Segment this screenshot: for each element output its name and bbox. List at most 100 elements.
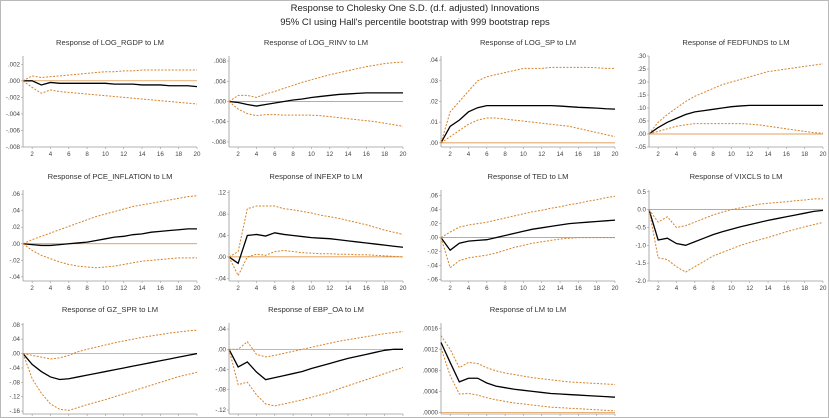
x-tick-label: 4 — [675, 151, 679, 158]
y-tick-label: .04 — [11, 336, 20, 343]
y-tick-label: .008 — [214, 58, 227, 65]
x-tick-label: 6 — [485, 285, 489, 292]
irf-panel-6: Response of INFEXP to LM -.04 .00 .04 .08 .12… — [215, 172, 407, 292]
irf-panel-9: Response of GZ_SPR to LM -.16 -.12 -.08 -.04… — [9, 305, 198, 416]
y-tick-label: -.08 — [9, 379, 20, 386]
y-tick-label: .08 — [217, 211, 226, 218]
ci-upper-line — [229, 331, 404, 358]
x-tick-label: 10 — [728, 285, 735, 292]
y-tick-label: -.006 — [6, 127, 21, 134]
y-tick-label: .00 — [11, 241, 20, 248]
y-tick-label: .03 — [429, 78, 438, 85]
irf-panel-7: Response of TED to LM -.06 -.04 -.02 .00 .02.… — [427, 172, 619, 292]
x-tick-label: 12 — [538, 285, 545, 292]
response-line — [440, 342, 616, 398]
x-tick-label: 2 — [236, 151, 240, 158]
x-tick-label: 16 — [783, 151, 790, 158]
x-tick-label: 10 — [520, 285, 527, 292]
x-tick-label: 16 — [575, 285, 582, 292]
y-tick-label: .04 — [217, 326, 226, 333]
x-tick-label: 14 — [765, 285, 772, 292]
x-tick-label: 8 — [85, 285, 89, 292]
x-tick-label: 14 — [765, 151, 772, 158]
response-line — [440, 219, 616, 252]
y-tick-label: -.002 — [6, 94, 21, 101]
ci-lower-line — [228, 349, 404, 407]
response-line — [648, 104, 823, 135]
y-tick-label: -.04 — [215, 275, 226, 282]
x-tick-label: 4 — [49, 285, 53, 292]
panel-title: Response of EBP_OA to LM — [268, 305, 364, 314]
y-tick-label: .02 — [11, 224, 20, 231]
x-tick-label: 16 — [783, 285, 790, 292]
x-tick-label: 18 — [381, 151, 388, 158]
panel-title: Response of LOG_RINV to LM — [264, 38, 368, 47]
x-tick-label: 2 — [30, 285, 34, 292]
ci-lower-line — [22, 243, 197, 269]
x-tick-label: 14 — [557, 151, 564, 158]
x-tick-label: 10 — [102, 151, 109, 158]
x-tick-label: 20 — [612, 285, 619, 292]
response-line — [228, 92, 403, 107]
ci-upper-line — [440, 335, 616, 386]
x-tick-label: 12 — [120, 151, 127, 158]
irf-panel-3: Response of LOG_SP to LM .00 .01 .02 .03 .04 2… — [429, 38, 619, 158]
x-tick-label: 8 — [291, 285, 295, 292]
panel-title: Response of GZ_SPR to LM — [62, 305, 158, 314]
irf-panel-10: Response of EBP_OA to LM -.12 -.08 -.04 .00.… — [215, 305, 404, 416]
y-tick-label: .10 — [637, 105, 646, 112]
y-tick-label: .20 — [637, 79, 646, 86]
panel-title: Response of LOG_RGDP to LM — [56, 38, 164, 47]
x-tick-label: 14 — [139, 285, 146, 292]
y-tick-label: -.12 — [215, 407, 226, 414]
x-tick-label: 6 — [273, 285, 277, 292]
x-tick-label: 6 — [67, 285, 71, 292]
x-tick-label: 4 — [255, 285, 259, 292]
y-tick-label: .00 — [217, 254, 226, 261]
y-tick-label: -1.0 — [635, 242, 646, 249]
panel-title: Response of TED to LM — [488, 172, 569, 181]
x-tick-label: 2 — [448, 285, 452, 292]
response-line — [648, 209, 824, 246]
x-tick-label: 6 — [693, 151, 697, 158]
irf-panel-11: Response of LM to LM .0000 .0004 .0008 .0012… — [423, 305, 616, 416]
x-tick-label: 12 — [538, 151, 545, 158]
x-tick-label: 8 — [291, 151, 295, 158]
ci-lower-line — [22, 80, 198, 105]
x-tick-label: 16 — [575, 151, 582, 158]
x-tick-label: 2 — [656, 285, 660, 292]
y-tick-label: -.08 — [215, 387, 226, 394]
x-tick-label: 4 — [467, 151, 471, 158]
x-tick-label: 6 — [67, 151, 71, 158]
y-tick-label: -.04 — [9, 274, 20, 281]
x-tick-label: 2 — [30, 151, 34, 158]
x-tick-label: 12 — [120, 285, 127, 292]
response-line — [228, 232, 404, 265]
y-tick-label: .0016 — [423, 325, 439, 332]
x-tick-label: 8 — [503, 151, 507, 158]
irf-panel-4: Response of FEDFUNDS to LM -.05 .00 .05 .10.… — [635, 38, 827, 158]
x-tick-label: 20 — [820, 285, 827, 292]
x-tick-label: 18 — [801, 151, 808, 158]
ci-upper-line — [228, 205, 404, 258]
y-tick-label: .15 — [637, 92, 646, 99]
panel-title: Response of INFEXP to LM — [269, 172, 362, 181]
x-tick-label: 4 — [467, 285, 471, 292]
y-tick-label: -.16 — [9, 408, 20, 415]
panel-title: Response of LM to LM — [490, 305, 566, 314]
x-tick-label: 10 — [520, 151, 527, 158]
y-tick-label: .000 — [8, 78, 21, 85]
y-tick-label: 0.5 — [637, 189, 646, 196]
ci-lower-line — [228, 249, 404, 277]
y-tick-label: 0.0 — [637, 207, 646, 214]
y-tick-label: .004 — [214, 78, 227, 85]
x-tick-label: 14 — [345, 285, 352, 292]
y-tick-label: .0012 — [423, 346, 439, 353]
x-tick-label: 12 — [746, 285, 753, 292]
y-tick-label: -.06 — [427, 277, 438, 284]
figure-subtitle: 95% CI using Hall's percentile bootstrap… — [280, 17, 550, 28]
y-tick-label: -.008 — [212, 139, 227, 146]
y-tick-label: .12 — [217, 190, 226, 197]
y-tick-label: -0.5 — [635, 224, 646, 231]
